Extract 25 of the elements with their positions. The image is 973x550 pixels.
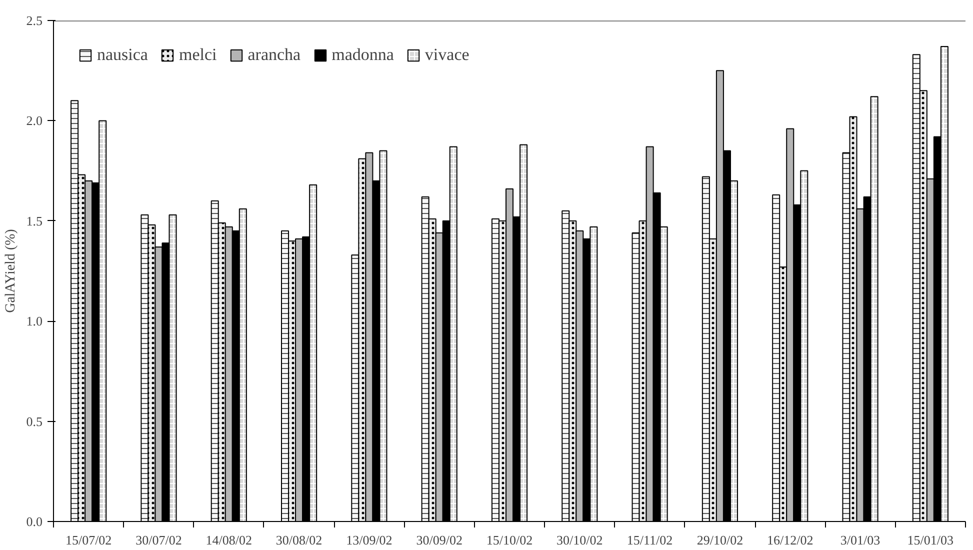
x-tick-label: 3/01/03: [840, 532, 880, 548]
legend-label: melci: [178, 45, 217, 65]
x-tick-label: 30/09/02: [416, 532, 462, 548]
x-tick-label: 30/08/02: [276, 532, 322, 548]
x-tick-label: 14/08/02: [206, 532, 252, 548]
x-tick-label: 15/01/03: [907, 532, 954, 548]
legend-label: arancha: [248, 45, 301, 65]
x-tick-label: 16/12/02: [767, 532, 814, 548]
y-tick-label: 0.0: [26, 514, 42, 529]
y-tick-label: 1.0: [26, 314, 42, 329]
y-tick-label: 2.0: [26, 113, 42, 128]
legend-label: nausica: [97, 45, 148, 65]
x-tick-label: 15/11/02: [626, 532, 673, 548]
y-tick-label: 0.5: [26, 414, 42, 429]
x-tick-label: 29/10/02: [696, 532, 744, 548]
y-tick-label: 1.5: [26, 213, 42, 228]
legend-label: vivace: [424, 45, 470, 65]
legend-label: madonna: [332, 45, 394, 65]
x-tick-label: 15/10/02: [486, 532, 533, 548]
y-axis-title: GalAYield (%): [3, 228, 18, 313]
x-tick-label: 13/09/02: [346, 532, 392, 548]
y-tick-label: 2.5: [26, 13, 42, 28]
x-tick-label: 15/07/02: [65, 532, 112, 548]
x-tick-label: 30/07/02: [136, 532, 182, 548]
x-tick-label: 30/10/02: [556, 532, 603, 548]
